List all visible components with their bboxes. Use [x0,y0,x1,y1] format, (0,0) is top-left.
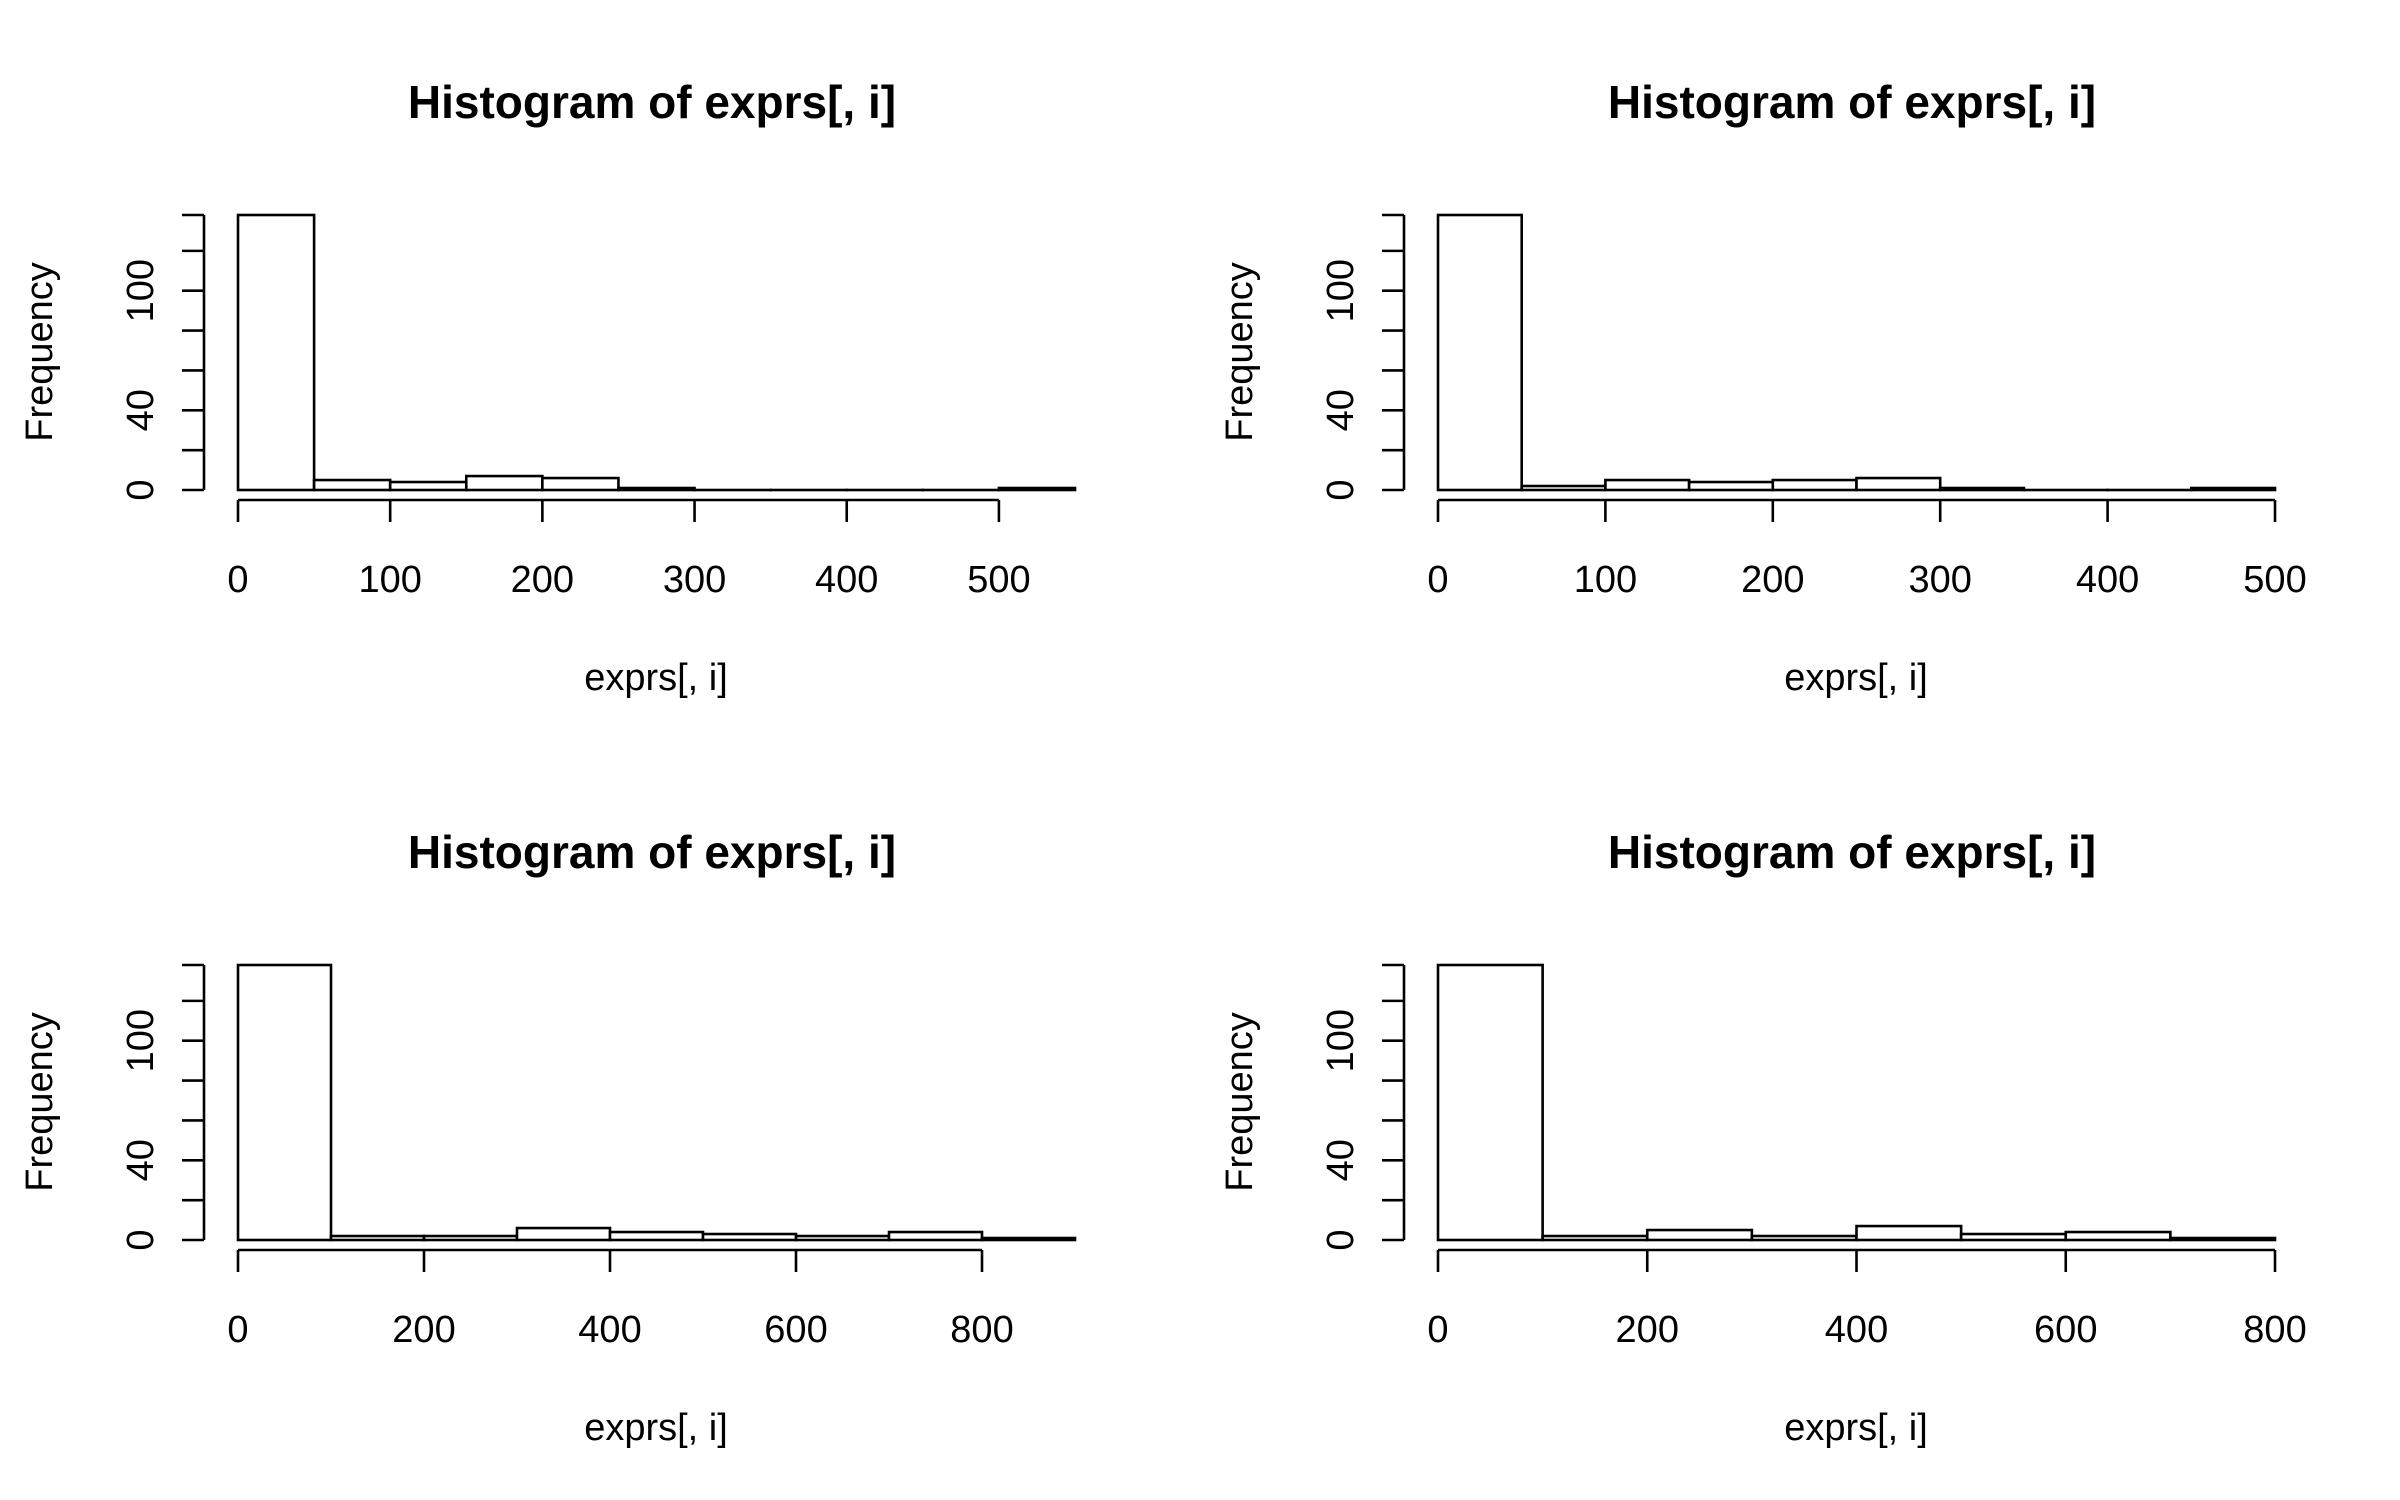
histogram-bar [1541,1234,1649,1242]
histogram-bar [1855,1224,1963,1242]
histogram-svg: Histogram of exprs[, i] 0 40 100 Frequency 0 1… [1219,76,2307,699]
x-tick-label: 600 [764,1309,827,1351]
x-tick-label: 0 [1427,1309,1448,1351]
x-tick-label: 800 [2243,1309,2306,1351]
histogram-bar [1520,484,1607,492]
y-tick-label: 40 [120,1139,162,1181]
histogram-bar [1604,478,1691,492]
x-axis-label: exprs[, i] [584,1407,728,1449]
x-tick-label: 600 [2034,1309,2097,1351]
y-axis-label: Frequency [1219,1012,1261,1192]
chart-title: Histogram of exprs[, i] [408,826,896,878]
x-tick-label: 100 [1574,559,1637,601]
histogram-bar [997,486,1077,492]
x-tick-label: 100 [358,559,421,601]
histogram-panel-1: Histogram of exprs[, i] 0 40 100 Frequency 0 1… [0,0,1200,750]
histogram-bar [1959,1232,2068,1242]
y-tick-label: 0 [1320,479,1362,500]
histogram-svg: Histogram of exprs[, i] 0 40 100 Frequency 0 2… [19,826,1077,1449]
y-tick-label: 0 [120,479,162,500]
x-axis-label: exprs[, i] [584,657,728,699]
chart-title: Histogram of exprs[, i] [1608,826,2096,878]
histogram-bar [2189,486,2277,492]
y-axis-label: Frequency [19,1012,61,1192]
histogram-bar [1436,963,1544,1242]
y-tick-label: 100 [120,259,162,322]
histogram-bar [701,1232,798,1242]
histogram-bar [422,1234,519,1242]
histogram-bar [608,1230,705,1242]
histogram-bar [464,474,544,492]
x-tick-label: 300 [1908,559,1971,601]
histogram-bar [2064,1230,2172,1242]
histogram-bar [1938,486,2026,492]
histogram-bar [329,1234,426,1242]
histogram-bar [1687,480,1775,492]
x-axis-label: exprs[, i] [1784,1407,1928,1449]
histogram-bar [388,480,468,492]
y-tick-label: 40 [1320,389,1362,431]
x-axis-label: exprs[, i] [1784,657,1928,699]
chart-title: Histogram of exprs[, i] [408,76,896,128]
y-tick-label: 100 [1320,259,1362,322]
histogram-bar [515,1226,612,1242]
x-tick-label: 0 [227,559,248,601]
histogram-svg: Histogram of exprs[, i] 0 40 100 Frequency 0 2… [1219,826,2307,1449]
histogram-bar [887,1230,984,1242]
histogram-panel-3: Histogram of exprs[, i] 0 40 100 Frequency 0 2… [0,750,1200,1500]
histogram-panel-4: Histogram of exprs[, i] 0 40 100 Frequency 0 2… [1200,750,2400,1500]
histogram-bar [541,476,620,492]
x-tick-label: 200 [1741,559,1804,601]
x-tick-label: 200 [392,1309,455,1351]
histogram-bar [236,963,333,1242]
histogram-bar [236,213,316,492]
x-tick-label: 0 [1427,559,1448,601]
x-tick-label: 800 [950,1309,1013,1351]
y-tick-label: 0 [1320,1229,1362,1250]
x-tick-label: 300 [663,559,726,601]
x-tick-label: 400 [578,1309,641,1351]
chart-title: Histogram of exprs[, i] [1608,76,2096,128]
y-tick-label: 100 [120,1009,162,1072]
histogram-bar [1771,478,1858,492]
y-axis-label: Frequency [1219,262,1261,442]
y-tick-label: 0 [120,1229,162,1250]
x-tick-label: 200 [1616,1309,1679,1351]
y-axis-label: Frequency [19,262,61,442]
x-tick-label: 400 [2076,559,2139,601]
y-tick-label: 100 [1320,1009,1362,1072]
x-tick-label: 500 [967,559,1030,601]
histogram-bar [980,1236,1077,1242]
y-tick-label: 40 [1320,1139,1362,1181]
histogram-svg: Histogram of exprs[, i] 0 40 100 Frequency 0 1… [19,76,1077,699]
x-tick-label: 500 [2243,559,2306,601]
histogram-bar [794,1234,891,1242]
x-tick-label: 0 [227,1309,248,1351]
histogram-bar [1855,476,1942,492]
x-tick-label: 400 [815,559,878,601]
histogram-bar [1436,213,1523,492]
histogram-bar [1645,1228,1754,1242]
histogram-bar [312,478,392,492]
histogram-bar [1750,1234,1858,1242]
histogram-panel-2: Histogram of exprs[, i] 0 40 100 Frequency 0 1… [1200,0,2400,750]
histogram-bar [2169,1236,2277,1242]
x-tick-label: 200 [511,559,574,601]
x-tick-label: 400 [1825,1309,1888,1351]
y-tick-label: 40 [120,389,162,431]
histogram-bar [617,486,696,492]
